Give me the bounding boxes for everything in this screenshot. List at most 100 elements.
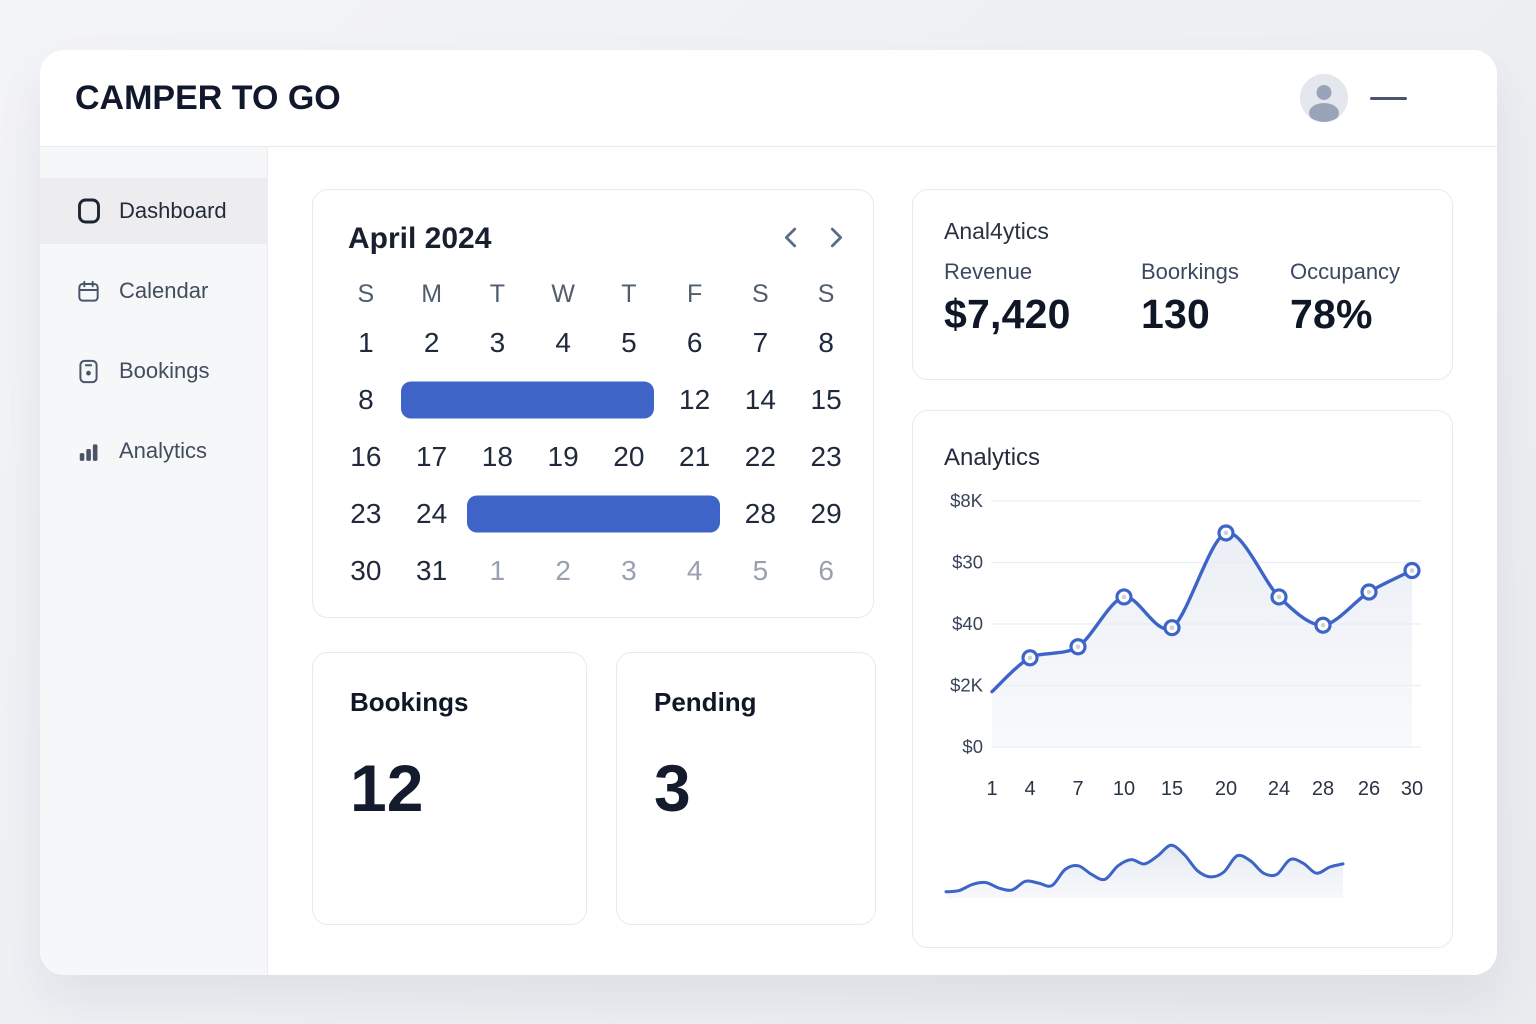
sidebar-item-bookings[interactable]: Bookings [40,338,267,404]
chart-x-axis-label: 7 [1072,778,1083,800]
stat-boorkings: Boorkings 130 [1141,259,1290,338]
calendar-day-cell[interactable]: 3 [489,326,506,358]
calendar-day-cell[interactable]: 5 [621,326,637,358]
calendar-day-cell[interactable]: 21 [679,440,711,472]
calendar-day-cell[interactable]: 3 [621,554,637,586]
pending-summary-value: 3 [654,751,691,825]
calendar-day-cell[interactable]: 2 [423,326,440,358]
calendar-day-cell[interactable]: 28 [744,497,776,529]
stat-value: $7,420 [944,290,1071,337]
calendar-day-cell[interactable]: 23 [350,497,382,529]
stat-value: 130 [1141,290,1211,337]
calendar-day-cell[interactable]: 12 [679,383,711,415]
stat-label: Boorkings [1141,258,1239,284]
calendar-weekday-label: S [817,279,835,308]
sidebar-item-calendar[interactable]: Calendar [40,258,267,324]
dashboard-icon [76,198,101,225]
calendar-day-cell[interactable]: 15 [810,383,842,415]
calendar-day-cell[interactable]: 19 [547,440,579,472]
sidebar-item-label: Dashboard [119,198,227,223]
analytics-title: Analytics [944,444,1041,471]
chart-x-axis-label: 26 [1358,778,1380,800]
menu-dash-icon[interactable] [1370,96,1407,100]
analytics-card: Analytics $8K $30 $40 $2K $0 1 4 7 10 15 20 24 28 26 3… [912,410,1453,948]
calendar-day-cell[interactable]: 1 [358,326,374,358]
stat-label: Revenue [944,258,1033,284]
calendar-day-cell[interactable]: 1 [489,554,506,586]
stat-label: Occupancy [1290,258,1401,284]
calendar-weekday-label: T [489,279,506,308]
chart-x-axis-label: 28 [1312,778,1334,800]
chart-x-axis-label: 15 [1161,778,1183,800]
calendar-day-cell[interactable]: 31 [416,554,448,586]
sidebar-item-label: Bookings [119,358,210,383]
calendar-day-cell[interactable]: 17 [416,440,448,472]
calendar-day-cell[interactable]: 4 [555,326,571,358]
calendar-day-cell[interactable]: 8 [358,383,374,415]
calendar-day-cell[interactable]: 16 [350,440,382,472]
calendar-day-cell[interactable]: 6 [818,554,834,586]
calendar-day-cell[interactable]: 2 [555,554,571,586]
calendar-week-row: 30 31 1 2 3 4 5 6 [333,542,859,599]
calendar-weekday-label: S [752,279,769,308]
bookings-icon [76,358,101,385]
header: CAMPER TO GO [40,50,1497,147]
calendar-weekday-label: S [357,279,375,308]
sidebar-item-label: Calendar [119,278,209,303]
calendar-week-row: 23 24 28 29 [333,485,859,542]
calendar-weekday-label: M [421,279,443,308]
sidebar-item-analytics[interactable]: Analytics [40,418,267,484]
calendar-next-button[interactable] [825,226,847,248]
calendar-title: April 2024 [348,222,492,255]
sidebar: Dashboard Calendar Bookings Analytics [40,147,268,975]
stats-card: Anal4ytics Revenue $7,420 Boorkings 130 Occu… [912,189,1453,380]
stats-card-title: Anal4ytics [944,218,1049,244]
chart-x-axis-label: 10 [1113,778,1135,800]
chart-y-axis-label: $0 [962,736,983,757]
pending-summary-title: Pending [654,687,757,717]
calendar-day-cell[interactable]: 8 [818,326,834,358]
stat-revenue: Revenue $7,420 [944,259,1141,338]
stat-occupancy: Occupancy 78% [1290,259,1400,338]
calendar-day-cell[interactable]: 30 [350,554,382,586]
calendar-selected-range-bar[interactable] [466,495,720,532]
bookings-summary-title: Bookings [350,687,469,717]
calendar-day-cell[interactable]: 18 [481,440,513,472]
calendar-week-row: 16 17 18 19 20 21 22 23 [333,428,859,485]
calendar-card: April 2024 S M T W T F S S 1 2 3 4 5 6 7 8 8 12 14 15 16 17 18… [312,189,874,618]
chart-x-axis-label: 4 [1024,778,1035,800]
calendar-day-cell[interactable]: 6 [686,326,703,358]
pending-summary-card: Pending 3 [616,652,876,925]
calendar-day-cell[interactable]: 29 [810,497,842,529]
analytics-line-chart: $8K $30 $40 $2K $01 4 7 10 15 20 24 28 26 30 [944,490,1423,898]
calendar-day-cell[interactable]: 14 [744,383,776,415]
calendar-weekday-label: T [621,279,637,308]
sidebar-item-dashboard[interactable]: Dashboard [40,178,267,244]
calendar-selected-range-bar[interactable] [400,381,654,418]
chart-x-axis-label: 20 [1215,778,1237,800]
calendar-day-cell[interactable]: 7 [752,326,769,358]
chart-y-axis-label: $30 [952,552,983,573]
app-window: CAMPER TO GO Dashboard Calendar Bookings An… [40,50,1497,975]
stat-value: 78% [1290,290,1373,337]
chart-x-axis-label: 1 [986,778,997,800]
calendar-prev-button[interactable] [779,226,801,248]
chart-y-axis-label: $8K [950,490,984,511]
calendar-day-cell[interactable]: 24 [416,497,448,529]
bookings-summary-value: 12 [350,751,424,825]
calendar-day-cell[interactable]: 5 [752,554,769,586]
chart-x-axis-label: 30 [1401,778,1423,800]
user-avatar-icon[interactable] [1300,74,1348,122]
calendar-day-cell[interactable]: 4 [686,554,703,586]
sidebar-item-label: Analytics [119,438,208,463]
calendar-icon [76,278,101,305]
chart-y-axis-label: $2K [950,675,984,696]
calendar-week-row: 8 12 14 15 [333,371,859,428]
bookings-summary-card: Bookings 12 [312,652,587,925]
chart-y-axis-label: $40 [952,613,983,634]
main-content: April 2024 S M T W T F S S 1 2 3 4 5 6 7 8 8 12 14 15 16 17 18… [268,147,1497,975]
calendar-day-cell[interactable]: 22 [744,440,776,472]
calendar-day-cell[interactable]: 20 [613,440,645,472]
calendar-day-cell[interactable]: 23 [810,440,842,472]
chart-x-axis-label: 24 [1268,778,1290,800]
